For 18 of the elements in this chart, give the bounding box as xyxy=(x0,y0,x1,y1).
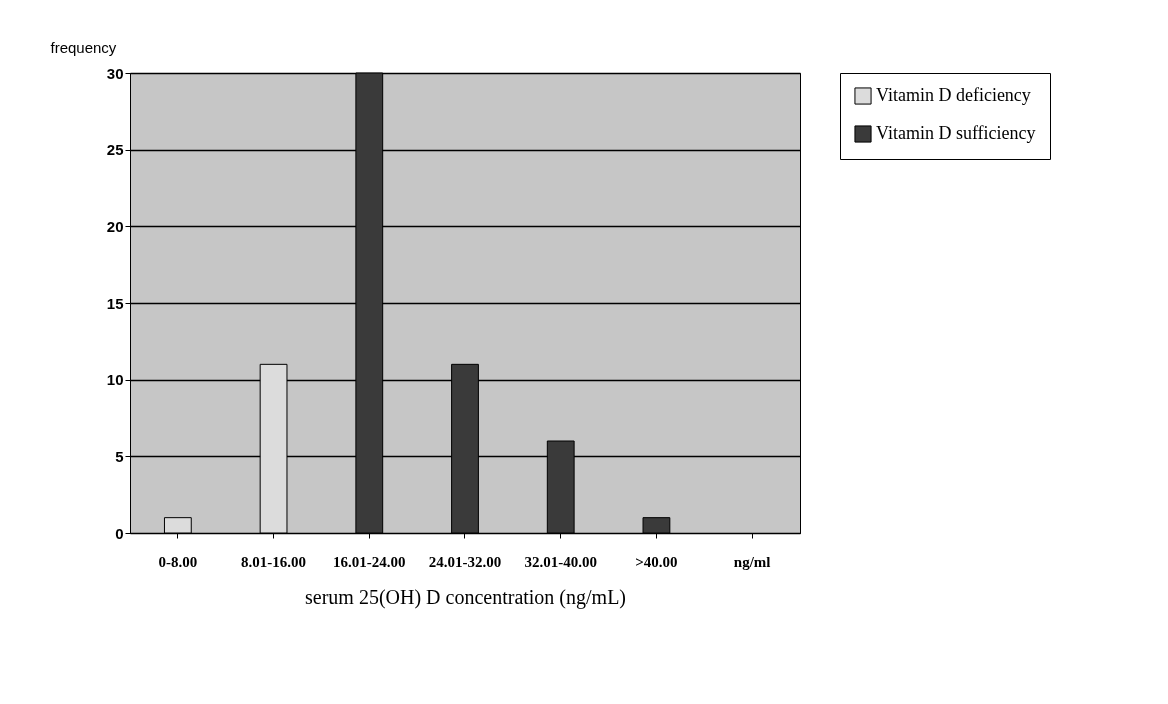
y-tick-label: 10 xyxy=(106,371,124,389)
legend-label: Vitamin D deficiency xyxy=(876,85,1031,105)
y-axis-title: frequency xyxy=(50,38,117,56)
x-tick-label: 32.01-40.00 xyxy=(524,553,597,570)
x-tick-label: 0-8.00 xyxy=(158,553,198,570)
x-tick-label: 8.01-16.00 xyxy=(241,553,307,570)
x-tick-label: ng/ml xyxy=(733,553,771,570)
x-tick-label: 16.01-24.00 xyxy=(333,553,406,570)
x-tick-label: >40.00 xyxy=(635,553,678,570)
x-tick-label: 24.01-32.00 xyxy=(428,553,502,570)
y-tick-label: 0 xyxy=(115,524,124,542)
y-tick-label: 20 xyxy=(106,217,124,235)
y-tick-label: 25 xyxy=(106,141,124,159)
y-tick-label: 30 xyxy=(106,64,124,82)
y-tick-label: 15 xyxy=(106,294,124,312)
legend-label: Vitamin D sufficiency xyxy=(876,123,1036,143)
x-axis-title: serum 25(OH) D concentration (ng/mL) xyxy=(304,585,627,609)
y-tick-label: 5 xyxy=(115,447,124,465)
